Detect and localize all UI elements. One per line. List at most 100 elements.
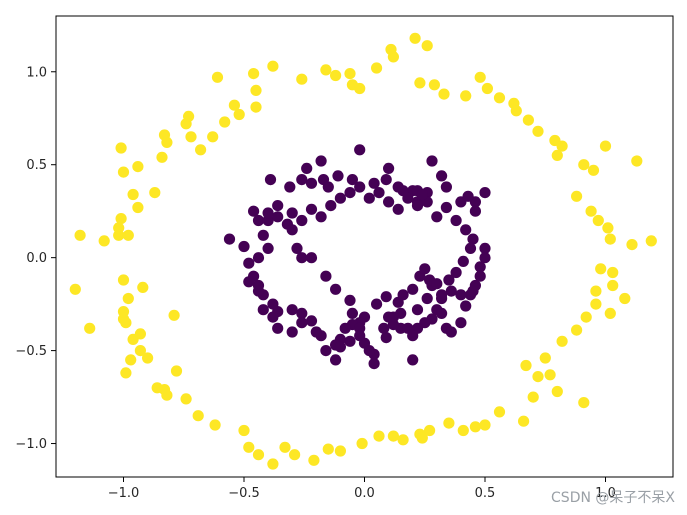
inner-point-85	[457, 255, 469, 267]
x-tick-label-3: 0.5	[475, 486, 496, 501]
outer-point-40	[604, 233, 616, 245]
inner-point-2	[305, 177, 318, 189]
outer-point-60	[518, 415, 530, 427]
inner-point-145	[411, 200, 424, 212]
outer-point-30	[556, 140, 568, 152]
outer-point-33	[587, 164, 600, 176]
inner-point-41	[371, 298, 383, 310]
inner-point-72	[346, 307, 358, 319]
outer-point-74	[322, 443, 334, 455]
outer-point-102	[137, 281, 149, 293]
outer-point-22	[474, 71, 486, 83]
outer-point-4	[250, 84, 262, 96]
outer-point-34	[599, 140, 612, 152]
inner-point-68	[305, 252, 318, 264]
outer-point-17	[421, 40, 433, 52]
inner-point-5	[332, 170, 344, 182]
outer-point-31	[551, 149, 563, 161]
inner-point-106	[262, 207, 274, 219]
inner-point-98	[344, 187, 356, 199]
outer-point-79	[252, 449, 265, 461]
inner-point-115	[286, 326, 298, 338]
outer-point-56	[544, 369, 556, 381]
inner-point-137	[460, 300, 472, 312]
outer-point-6	[267, 60, 279, 72]
inner-point-86	[464, 242, 477, 254]
outer-point-124	[74, 229, 86, 241]
outer-point-78	[267, 458, 279, 470]
inner-point-0	[284, 181, 296, 193]
inner-point-103	[296, 214, 308, 227]
outer-point-100	[69, 283, 81, 295]
inner-point-142	[315, 155, 327, 167]
inner-point-8	[368, 177, 380, 189]
outer-point-75	[308, 454, 320, 466]
inner-point-146	[416, 188, 428, 201]
outer-point-42	[645, 235, 657, 247]
axes	[55, 15, 674, 478]
outer-point-107	[113, 222, 125, 234]
inner-point-125	[378, 322, 390, 334]
outer-point-64	[457, 424, 469, 437]
outer-point-27	[522, 114, 535, 126]
outer-point-72	[356, 437, 368, 450]
outer-point-90	[134, 345, 146, 357]
ticks: −1.0 −0.5 0.0 0.5 1.0 −1.0 −0.5 0.0 0.5 1.0	[15, 65, 615, 501]
inner-point-65	[286, 224, 298, 236]
inner-point-123	[368, 358, 380, 370]
outer-point-113	[149, 187, 161, 199]
inner-point-96	[363, 192, 375, 204]
outer-point-101	[117, 274, 130, 286]
inner-point-24	[474, 261, 486, 273]
outer-point-83	[192, 410, 204, 422]
inner-point-71	[344, 294, 356, 306]
outer-point-65	[443, 417, 455, 429]
inner-point-14	[426, 155, 438, 167]
inner-point-76	[380, 332, 392, 344]
outer-point-81	[238, 424, 250, 437]
inner-point-58	[252, 252, 265, 264]
outer-point-18	[414, 77, 426, 89]
inner-point-7	[354, 144, 366, 156]
inner-point-121	[354, 330, 366, 342]
inner-point-107	[248, 205, 260, 217]
inner-point-108	[238, 240, 250, 253]
outer-point-104	[98, 235, 110, 247]
outer-point-120	[185, 131, 197, 143]
outer-point-41	[626, 239, 638, 251]
outer-point-71	[373, 430, 385, 442]
inner-point-84	[450, 266, 462, 279]
outer-point-92	[120, 367, 132, 379]
inner-point-127	[397, 289, 409, 301]
outer-point-35	[631, 155, 643, 167]
inner-point-60	[257, 229, 269, 241]
outer-point-5	[250, 101, 262, 113]
outer-point-77	[279, 441, 291, 453]
inner-point-22	[479, 242, 491, 254]
inner-point-99	[334, 192, 346, 204]
outer-point-52	[556, 335, 568, 347]
outer-point-1	[228, 99, 240, 111]
inner-point-88	[440, 201, 452, 214]
inner-point-133	[436, 307, 448, 319]
outer-point-122	[219, 116, 231, 128]
outer-point-89	[142, 352, 154, 364]
outer-point-99	[84, 322, 96, 334]
inner-point-128	[407, 283, 419, 295]
inner-point-111	[252, 285, 265, 297]
inner-point-53	[267, 298, 279, 310]
y-tick-label-2: 0.0	[26, 251, 47, 266]
outer-point-103	[168, 309, 180, 321]
outer-point-55	[532, 371, 544, 383]
y-tick-label-1: −0.5	[15, 344, 47, 359]
outer-point-7	[296, 73, 308, 85]
x-tick-label-2: 0.0	[354, 486, 375, 501]
inner-point-135	[445, 326, 457, 338]
inner-point-15	[440, 181, 452, 193]
inner-point-117	[310, 326, 322, 338]
inner-point-132	[431, 278, 443, 290]
inner-point-109	[223, 233, 236, 245]
outer-point-38	[592, 214, 604, 227]
outer-point-108	[115, 213, 127, 225]
outer-point-114	[115, 142, 127, 154]
